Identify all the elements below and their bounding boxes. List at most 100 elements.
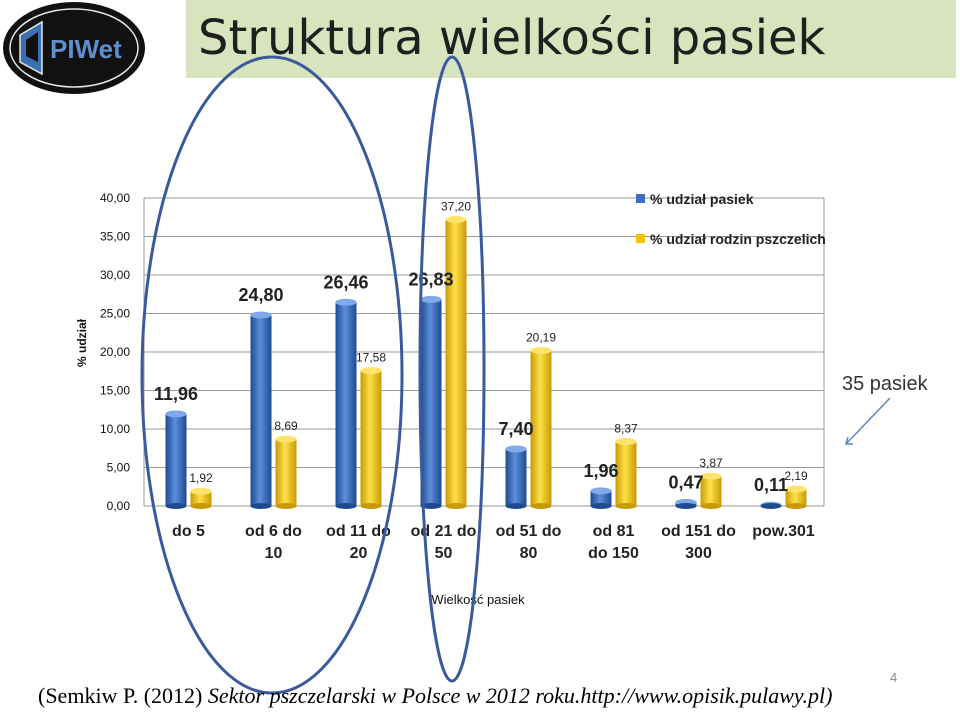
category-label: do 150 (588, 545, 639, 562)
bar-colonies (360, 370, 382, 506)
bar-apiaries (165, 413, 187, 506)
bar-cap-apiaries (165, 410, 187, 418)
bar-apiaries (250, 315, 272, 506)
annotation-arrowhead (845, 436, 853, 445)
y-tick-label: 15,00 (100, 384, 130, 398)
category-label: od 11 do (326, 523, 391, 540)
data-label-colonies: 2,19 (784, 469, 808, 483)
bar-base-colonies (360, 503, 382, 509)
data-label-colonies: 3,87 (699, 456, 723, 470)
y-axis-label: % udział (75, 318, 89, 367)
data-label-apiaries: 26,83 (408, 269, 453, 289)
bar-apiaries (590, 490, 612, 506)
y-tick-label: 20,00 (100, 345, 130, 359)
bar-base-colonies (530, 503, 552, 509)
bar-colonies (190, 491, 212, 506)
legend-label: % udział rodzin pszczelich (650, 231, 826, 247)
category-label: 80 (520, 545, 538, 562)
y-tick-label: 25,00 (100, 307, 130, 321)
x-axis-label: Wielkość pasiek (431, 592, 525, 607)
bar-base-apiaries (420, 503, 442, 509)
category-label: od 6 do (245, 523, 302, 540)
citation: (Semkiw P. (2012) Sektor pszczelarski w … (38, 683, 832, 709)
category-label: 20 (350, 545, 368, 562)
y-tick-label: 0,00 (107, 499, 131, 513)
bar-colonies (615, 441, 637, 506)
page-title: Struktura wielkości pasiek (198, 10, 826, 66)
legend-swatch (636, 194, 645, 203)
bar-cap-colonies (445, 216, 467, 224)
citation-prefix: (Semkiw P. (2012) (38, 683, 208, 708)
bar-apiaries (335, 302, 357, 506)
y-tick-label: 40,00 (100, 191, 130, 205)
category-label: od 81 (593, 523, 635, 540)
bar-cap-apiaries (505, 445, 527, 453)
bar-colonies (445, 219, 467, 506)
bar-colonies (530, 350, 552, 506)
bar-base-apiaries (335, 503, 357, 509)
bar-colonies (700, 476, 722, 506)
y-tick-label: 10,00 (100, 422, 130, 436)
category-label: od 21 do (411, 523, 477, 540)
category-labels: do 5 od 6 do 10 od 11 do 20 od 21 do 50 od 51 d… (172, 523, 815, 562)
bar-cap-colonies (785, 485, 807, 493)
bar-colonies (785, 489, 807, 506)
data-label-apiaries: 1,96 (583, 461, 618, 481)
y-tick-label: 30,00 (100, 268, 130, 282)
category-label: do 5 (172, 523, 205, 540)
data-label-colonies: 20,19 (526, 331, 556, 345)
bar-cap-colonies (700, 472, 722, 480)
piwet-logo: PIWet (0, 0, 150, 100)
legend-swatch (636, 234, 645, 243)
bar-cap-apiaries (250, 311, 272, 319)
y-tick-label: 35,00 (100, 230, 130, 244)
bar-cap-apiaries (335, 298, 357, 306)
bar-base-colonies (275, 503, 297, 509)
data-label-apiaries: 0,11 (754, 475, 788, 495)
title-banner: Struktura wielkości pasiek (186, 0, 956, 78)
logo-text: PIWet (50, 34, 122, 64)
bar-base-apiaries (250, 503, 272, 509)
data-label-colonies: 8,69 (274, 419, 298, 433)
bar-apiaries (505, 449, 527, 506)
y-tick-labels: 0,00 5,00 10,00 15,00 20,00 25,00 30,00 35,00 40… (100, 191, 130, 513)
bar-base-apiaries (165, 503, 187, 509)
data-label-colonies: 17,58 (356, 351, 386, 365)
bars (165, 216, 807, 509)
page-number: 4 (890, 670, 898, 685)
data-label-apiaries: 7,40 (498, 419, 533, 439)
category-label: 300 (685, 545, 712, 562)
data-labels: 11,96 1,92 24,80 8,69 26,46 17,58 26,83 37,20 7,… (154, 200, 808, 496)
citation-source: Sektor pszczelarski w Polsce w 2012 roku… (207, 683, 833, 708)
category-label: od 51 do (496, 523, 562, 540)
category-label: 50 (435, 545, 453, 562)
bar-cap-colonies (275, 435, 297, 443)
data-label-apiaries: 26,46 (323, 272, 368, 292)
category-label: 10 (265, 545, 283, 562)
annotation-35-pasiek: 35 pasiek (842, 373, 928, 395)
bar-cap-apiaries (590, 487, 612, 495)
bar-base-colonies (785, 503, 807, 509)
bar-apiaries (420, 299, 442, 506)
bar-base-colonies (615, 503, 637, 509)
bar-base-apiaries (675, 503, 697, 509)
legend: % udział pasiek % udział rodzin pszczelic… (636, 191, 826, 247)
data-label-colonies: 1,92 (189, 471, 213, 485)
bar-cap-colonies (190, 487, 212, 495)
data-label-apiaries: 0,47 (668, 472, 703, 492)
bar-colonies (275, 439, 297, 506)
data-label-apiaries: 11,96 (154, 384, 198, 404)
highlight-ellipse-left (140, 55, 404, 695)
bar-base-colonies (700, 503, 722, 509)
y-tick-label: 5,00 (107, 461, 131, 475)
bar-cap-colonies (360, 367, 382, 375)
bar-base-apiaries (590, 503, 612, 509)
bar-base-colonies (445, 503, 467, 509)
data-label-apiaries: 24,80 (238, 285, 283, 305)
bar-cap-colonies (615, 438, 637, 446)
bar-cap-colonies (530, 347, 552, 355)
bar-base-colonies (190, 503, 212, 509)
highlight-ellipse-middle (418, 55, 486, 683)
data-label-colonies: 8,37 (614, 422, 638, 436)
